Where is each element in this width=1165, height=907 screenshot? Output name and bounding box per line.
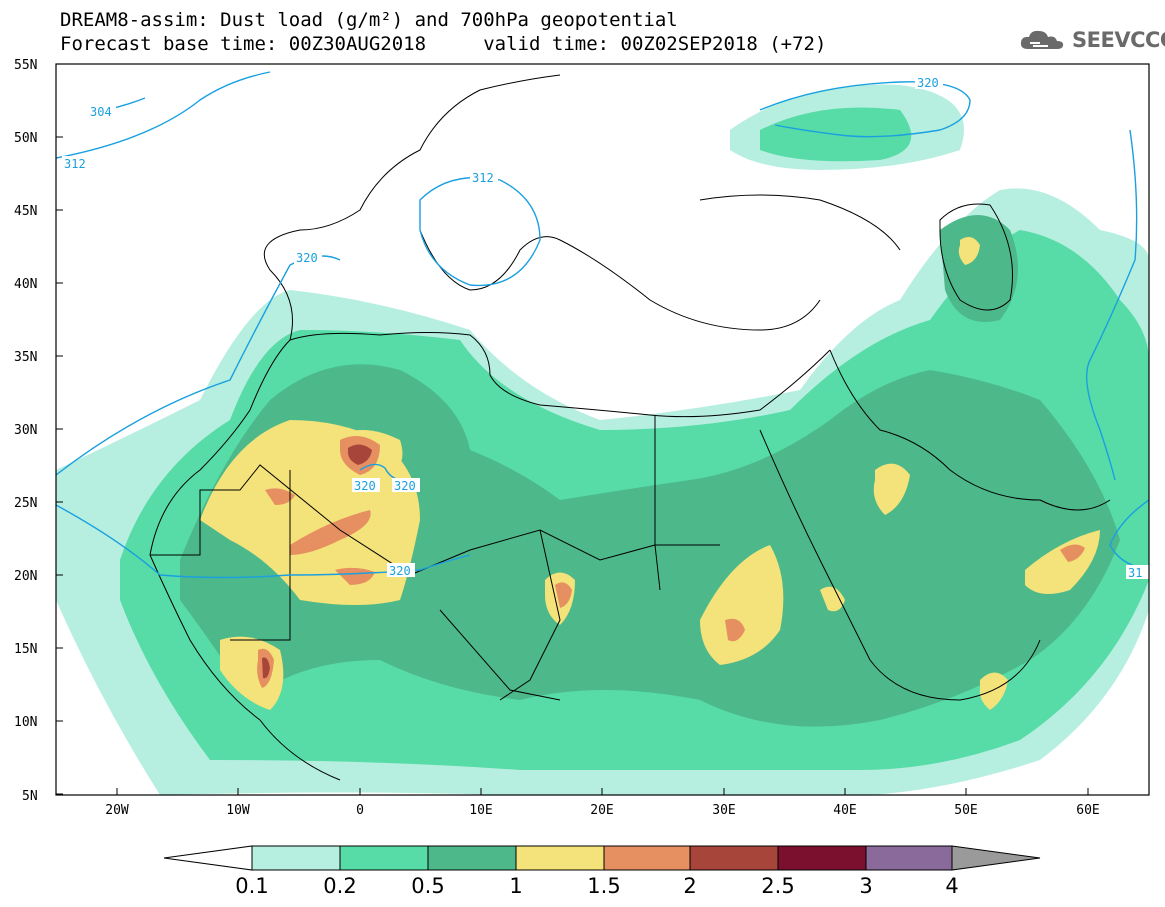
contour-label: 320 <box>394 479 416 493</box>
latitude-labels: 55N 50N 45N 40N 35N 30N 25N 20N 15N 10N … <box>14 58 38 804</box>
coastlines <box>149 74 1111 781</box>
colorbar-label: 2.5 <box>761 874 794 898</box>
colorbar-segment <box>251 845 341 871</box>
contour-label: 312 <box>472 171 494 185</box>
lat-label: 10N <box>14 715 37 730</box>
colorbar-label: 1.5 <box>587 874 620 898</box>
lon-label: 10E <box>469 803 492 818</box>
contour-labels: 304 312 312 320 320 320 320 320 31 <box>62 75 1149 580</box>
lon-label: 50E <box>954 803 977 818</box>
dust-region-mid <box>180 364 1120 727</box>
lat-label: 15N <box>14 642 37 657</box>
dust-region-high-9 <box>958 236 980 265</box>
colorbar-segment-lt <box>163 845 253 871</box>
lat-label: 55N <box>14 58 37 73</box>
colorbar-label: 1 <box>509 874 522 898</box>
colorbar-segment <box>515 845 605 871</box>
lon-label: 20E <box>590 803 613 818</box>
dust-region-veryhigh-6 <box>555 582 572 608</box>
colorbar-segment <box>427 845 517 871</box>
colorbar-label: 0.1 <box>235 874 268 898</box>
colorbar-segment <box>777 845 867 871</box>
lat-label: 20N <box>14 569 37 584</box>
lat-label: 30N <box>14 423 37 438</box>
lat-label: 45N <box>14 204 37 219</box>
lat-label: 25N <box>14 496 37 511</box>
cloud-icon <box>1020 30 1064 49</box>
colorbar-label: 0.2 <box>323 874 356 898</box>
lat-label: 5N <box>22 789 38 804</box>
lat-label: 40N <box>14 277 37 292</box>
lon-label: 20W <box>105 803 129 818</box>
colorbar <box>163 845 1041 871</box>
colorbar-segment <box>339 845 429 871</box>
lon-label: 60E <box>1076 803 1099 818</box>
colorbar-labels: 0.1 0.2 0.5 1 1.5 2 2.5 3 4 <box>235 874 958 898</box>
dust-region-veryhigh-3 <box>265 488 295 505</box>
colorbar-segment-gt <box>951 845 1041 871</box>
dust-region-veryhigh-2 <box>290 510 371 555</box>
lon-label: 40E <box>833 803 856 818</box>
dust-region-veryhigh-8 <box>725 618 745 642</box>
dust-region-high-10 <box>820 586 845 612</box>
seevccc-logo: SEEVCCC <box>1018 27 1165 53</box>
logo-text: SEEVCCC <box>1072 28 1165 52</box>
longitude-labels: 20W 10W 0 10E 20E 30E 40E 50E 60E <box>105 803 1099 818</box>
colorbar-segment <box>865 845 953 871</box>
dust-region-veryhigh-7 <box>1060 544 1085 562</box>
dust-region-high-7 <box>873 463 910 515</box>
contour-label: 320 <box>296 251 318 265</box>
colorbar-label: 2 <box>683 874 696 898</box>
lon-label: 30E <box>712 803 735 818</box>
lat-label: 50N <box>14 131 37 146</box>
contour-label: 31 <box>1128 566 1142 580</box>
lat-label: 35N <box>14 350 37 365</box>
dust-region-veryhigh-4 <box>335 567 375 585</box>
forecast-time-line: Forecast base time: 00Z30AUG2018 valid t… <box>60 33 827 55</box>
dust-region-high-4 <box>700 545 784 665</box>
colorbar-segment <box>603 845 691 871</box>
dust-region-high-8 <box>979 672 1008 710</box>
contour-label: 320 <box>389 564 411 578</box>
contour-label: 304 <box>90 105 112 119</box>
contour-label: 312 <box>64 157 86 171</box>
map-title: DREAM8-assim: Dust load (g/m²) and 700hP… <box>60 9 678 31</box>
colorbar-label: 0.5 <box>411 874 444 898</box>
dust-region-mid-caspian <box>940 215 1018 322</box>
axis-ticks <box>56 63 1089 795</box>
contour-label: 320 <box>917 76 939 90</box>
colorbar-segment <box>689 845 779 871</box>
dust-map: 304 312 312 320 320 320 320 320 31 <box>56 64 1149 795</box>
contour-label: 320 <box>354 479 376 493</box>
dust-region-extreme-2 <box>262 657 270 679</box>
lon-label: 10W <box>226 803 250 818</box>
colorbar-label: 3 <box>859 874 872 898</box>
lon-label: 0 <box>356 803 364 818</box>
dust-region-extreme <box>347 444 372 465</box>
colorbar-label: 4 <box>945 874 958 898</box>
